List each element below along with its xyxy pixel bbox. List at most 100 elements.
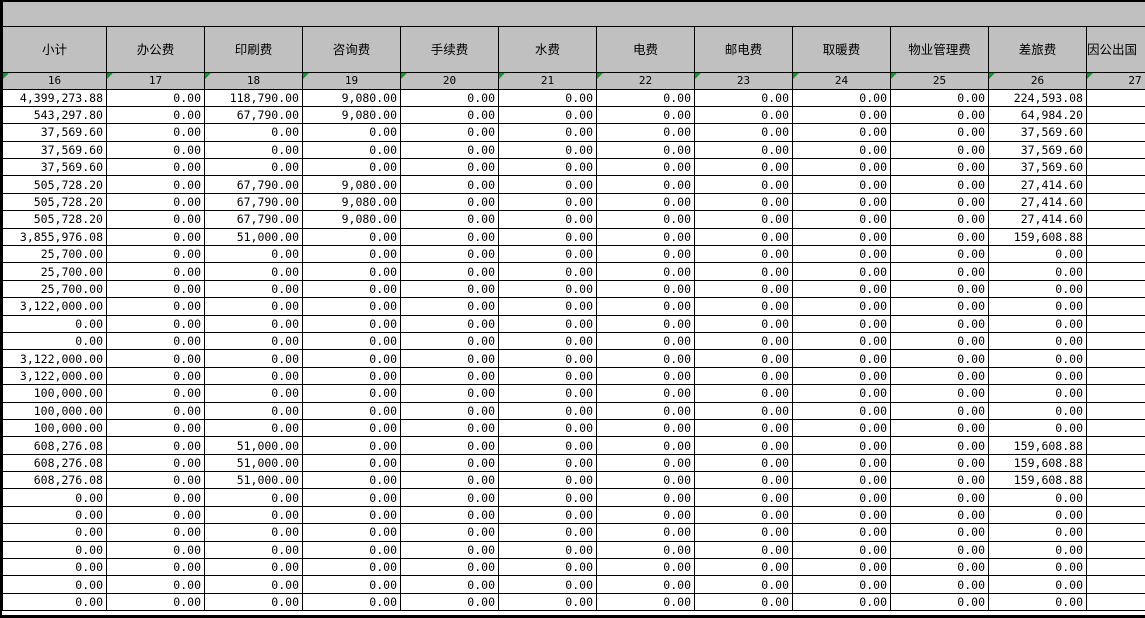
table-cell[interactable]: 0.00 [694,262,793,281]
table-cell[interactable]: 0.00 [204,262,303,281]
table-cell[interactable]: 0.00 [498,540,597,560]
table-cell[interactable]: 0.00 [302,505,401,525]
table-cell[interactable]: 0.00 [596,192,695,212]
table-cell[interactable]: 0.00 [106,592,205,612]
table-cell[interactable]: 0.00 [694,401,793,420]
table-cell[interactable]: 0.00 [400,158,499,177]
table-row[interactable]: 37,569.60 0.00 0.00 0.00 0.00 0.00 0.00 0.00 0.0… [2,140,1145,160]
table-cell[interactable]: 0.00 [204,523,303,542]
table-row[interactable]: 100,000.00 0.00 0.00 0.00 0.00 0.00 0.00 0.00 0.… [2,401,1145,420]
table-cell[interactable]: 100,000.00 [2,418,107,438]
table-cell[interactable]: 0.00 [498,210,597,229]
table-cell[interactable]: 0.00 [302,331,401,351]
table-cell[interactable]: 0.00 [1085,262,1145,281]
table-cell[interactable]: 0.00 [302,314,401,333]
table-row[interactable]: 608,276.08 0.00 51,000.00 0.00 0.00 0.00 0.00 0… [2,453,1145,473]
table-cell[interactable]: 0.00 [694,523,793,542]
table-cell[interactable]: 9,080.00 [302,88,401,107]
table-cell[interactable]: 0.00 [890,540,989,560]
table-cell[interactable]: 0.00 [204,401,303,420]
table-cell[interactable]: 0.00 [204,366,303,386]
table-cell[interactable]: 0.00 [694,384,793,403]
table-cell[interactable]: 0.00 [988,401,1087,420]
table-cell[interactable]: 0.00 [792,401,891,420]
table-cell[interactable]: 0.00 [302,418,401,438]
table-cell[interactable]: 0.00 [2,505,107,525]
table-cell[interactable]: 0.00 [694,488,793,507]
table-cell[interactable]: 0.00 [302,436,401,455]
table-row[interactable]: 0.00 0.00 0.00 0.00 0.00 0.00 0.00 0.00 0.00 0.00… [2,540,1145,560]
table-cell[interactable]: 0.00 [498,245,597,264]
table-cell[interactable]: 0.00 [2,540,107,560]
table-cell[interactable]: 0.00 [792,158,891,177]
table-cell[interactable]: 0.00 [1085,418,1145,438]
table-cell[interactable]: 0.00 [498,105,597,125]
table-cell[interactable]: 0.00 [106,245,205,264]
table-cell[interactable]: 0.00 [694,540,793,560]
table-cell[interactable]: 0.00 [106,540,205,560]
table-cell[interactable]: 0.00 [302,488,401,507]
table-cell[interactable]: 0.00 [596,384,695,403]
table-cell[interactable]: 0.00 [694,331,793,351]
table-row[interactable]: 3,855,976.08 0.00 51,000.00 0.00 0.00 0.00 0.0… [2,227,1145,247]
table-cell[interactable]: 0.00 [204,558,303,577]
table-cell[interactable]: 0.00 [302,540,401,560]
table-cell[interactable]: 0.00 [498,192,597,212]
table-cell[interactable]: 0.00 [890,140,989,160]
table-cell[interactable]: 0.00 [1085,123,1145,142]
table-cell[interactable]: 27,414.60 [988,210,1087,229]
table-cell[interactable]: 0.00 [302,523,401,542]
table-cell[interactable]: 608,276.08 [2,436,107,455]
table-cell[interactable]: 25,700.00 [2,279,107,299]
table-data-body[interactable]: 4,399,273.88 0.00 118,790.00 9,080.00 0.00 0.… [2,88,1145,612]
table-row[interactable]: 37,569.60 0.00 0.00 0.00 0.00 0.00 0.00 0.00 0.0… [2,123,1145,142]
table-cell[interactable]: 0.00 [1085,314,1145,333]
table-cell[interactable]: 0.00 [106,401,205,420]
table-cell[interactable]: 0.00 [596,575,695,594]
table-cell[interactable]: 0.00 [400,575,499,594]
table-cell[interactable]: 0.00 [792,366,891,386]
table-cell[interactable]: 0.00 [1085,279,1145,299]
table-cell[interactable]: 0.00 [302,245,401,264]
table-cell[interactable]: 0.00 [400,592,499,612]
table-row[interactable]: 25,700.00 0.00 0.00 0.00 0.00 0.00 0.00 0.00 0.0… [2,262,1145,281]
table-cell[interactable]: 0.00 [890,158,989,177]
table-row[interactable]: 505,728.20 0.00 67,790.00 9,080.00 0.00 0.00 0… [2,210,1145,229]
table-cell[interactable]: 0.00 [596,436,695,455]
table-cell[interactable]: 0.00 [1085,227,1145,247]
table-cell[interactable]: 0.00 [2,592,107,612]
table-cell[interactable]: 0.00 [302,575,401,594]
table-row[interactable]: 25,700.00 0.00 0.00 0.00 0.00 0.00 0.00 0.00 0.0… [2,279,1145,299]
table-cell[interactable]: 0.00 [694,418,793,438]
table-cell[interactable]: 505,728.20 [2,210,107,229]
table-cell[interactable]: 0.00 [498,558,597,577]
table-cell[interactable]: 0.00 [988,488,1087,507]
table-cell[interactable]: 0.00 [792,471,891,490]
column-index-cell-26[interactable]: 26 [988,71,1087,90]
table-row[interactable]: 3,122,000.00 0.00 0.00 0.00 0.00 0.00 0.00 0.00… [2,297,1145,316]
table-cell[interactable]: 0.00 [890,349,989,368]
table-cell[interactable]: 0.00 [694,175,793,194]
table-cell[interactable]: 0.00 [498,384,597,403]
table-cell[interactable]: 0.00 [890,523,989,542]
table-cell[interactable]: 0.00 [400,488,499,507]
table-cell[interactable]: 0.00 [1085,436,1145,455]
table-cell[interactable]: 118,790.00 [204,88,303,107]
table-cell[interactable]: 0.00 [890,88,989,107]
table-cell[interactable]: 67,790.00 [204,192,303,212]
table-row[interactable]: 4,399,273.88 0.00 118,790.00 9,080.00 0.00 0.… [2,88,1145,107]
table-cell[interactable]: 0.00 [596,158,695,177]
table-cell[interactable]: 0.00 [302,471,401,490]
table-cell[interactable]: 0.00 [792,140,891,160]
table-cell[interactable]: 0.00 [302,453,401,473]
table-cell[interactable]: 37,569.60 [2,158,107,177]
table-cell[interactable]: 0.00 [890,471,989,490]
table-cell[interactable]: 543,297.80 [2,105,107,125]
table-cell[interactable]: 0.00 [400,349,499,368]
table-cell[interactable]: 0.00 [204,331,303,351]
table-cell[interactable]: 0.00 [204,505,303,525]
table-cell[interactable]: 0.00 [400,123,499,142]
table-cell[interactable]: 0.00 [1085,488,1145,507]
table-cell[interactable]: 0.00 [498,418,597,438]
table-cell[interactable]: 0.00 [1085,453,1145,473]
